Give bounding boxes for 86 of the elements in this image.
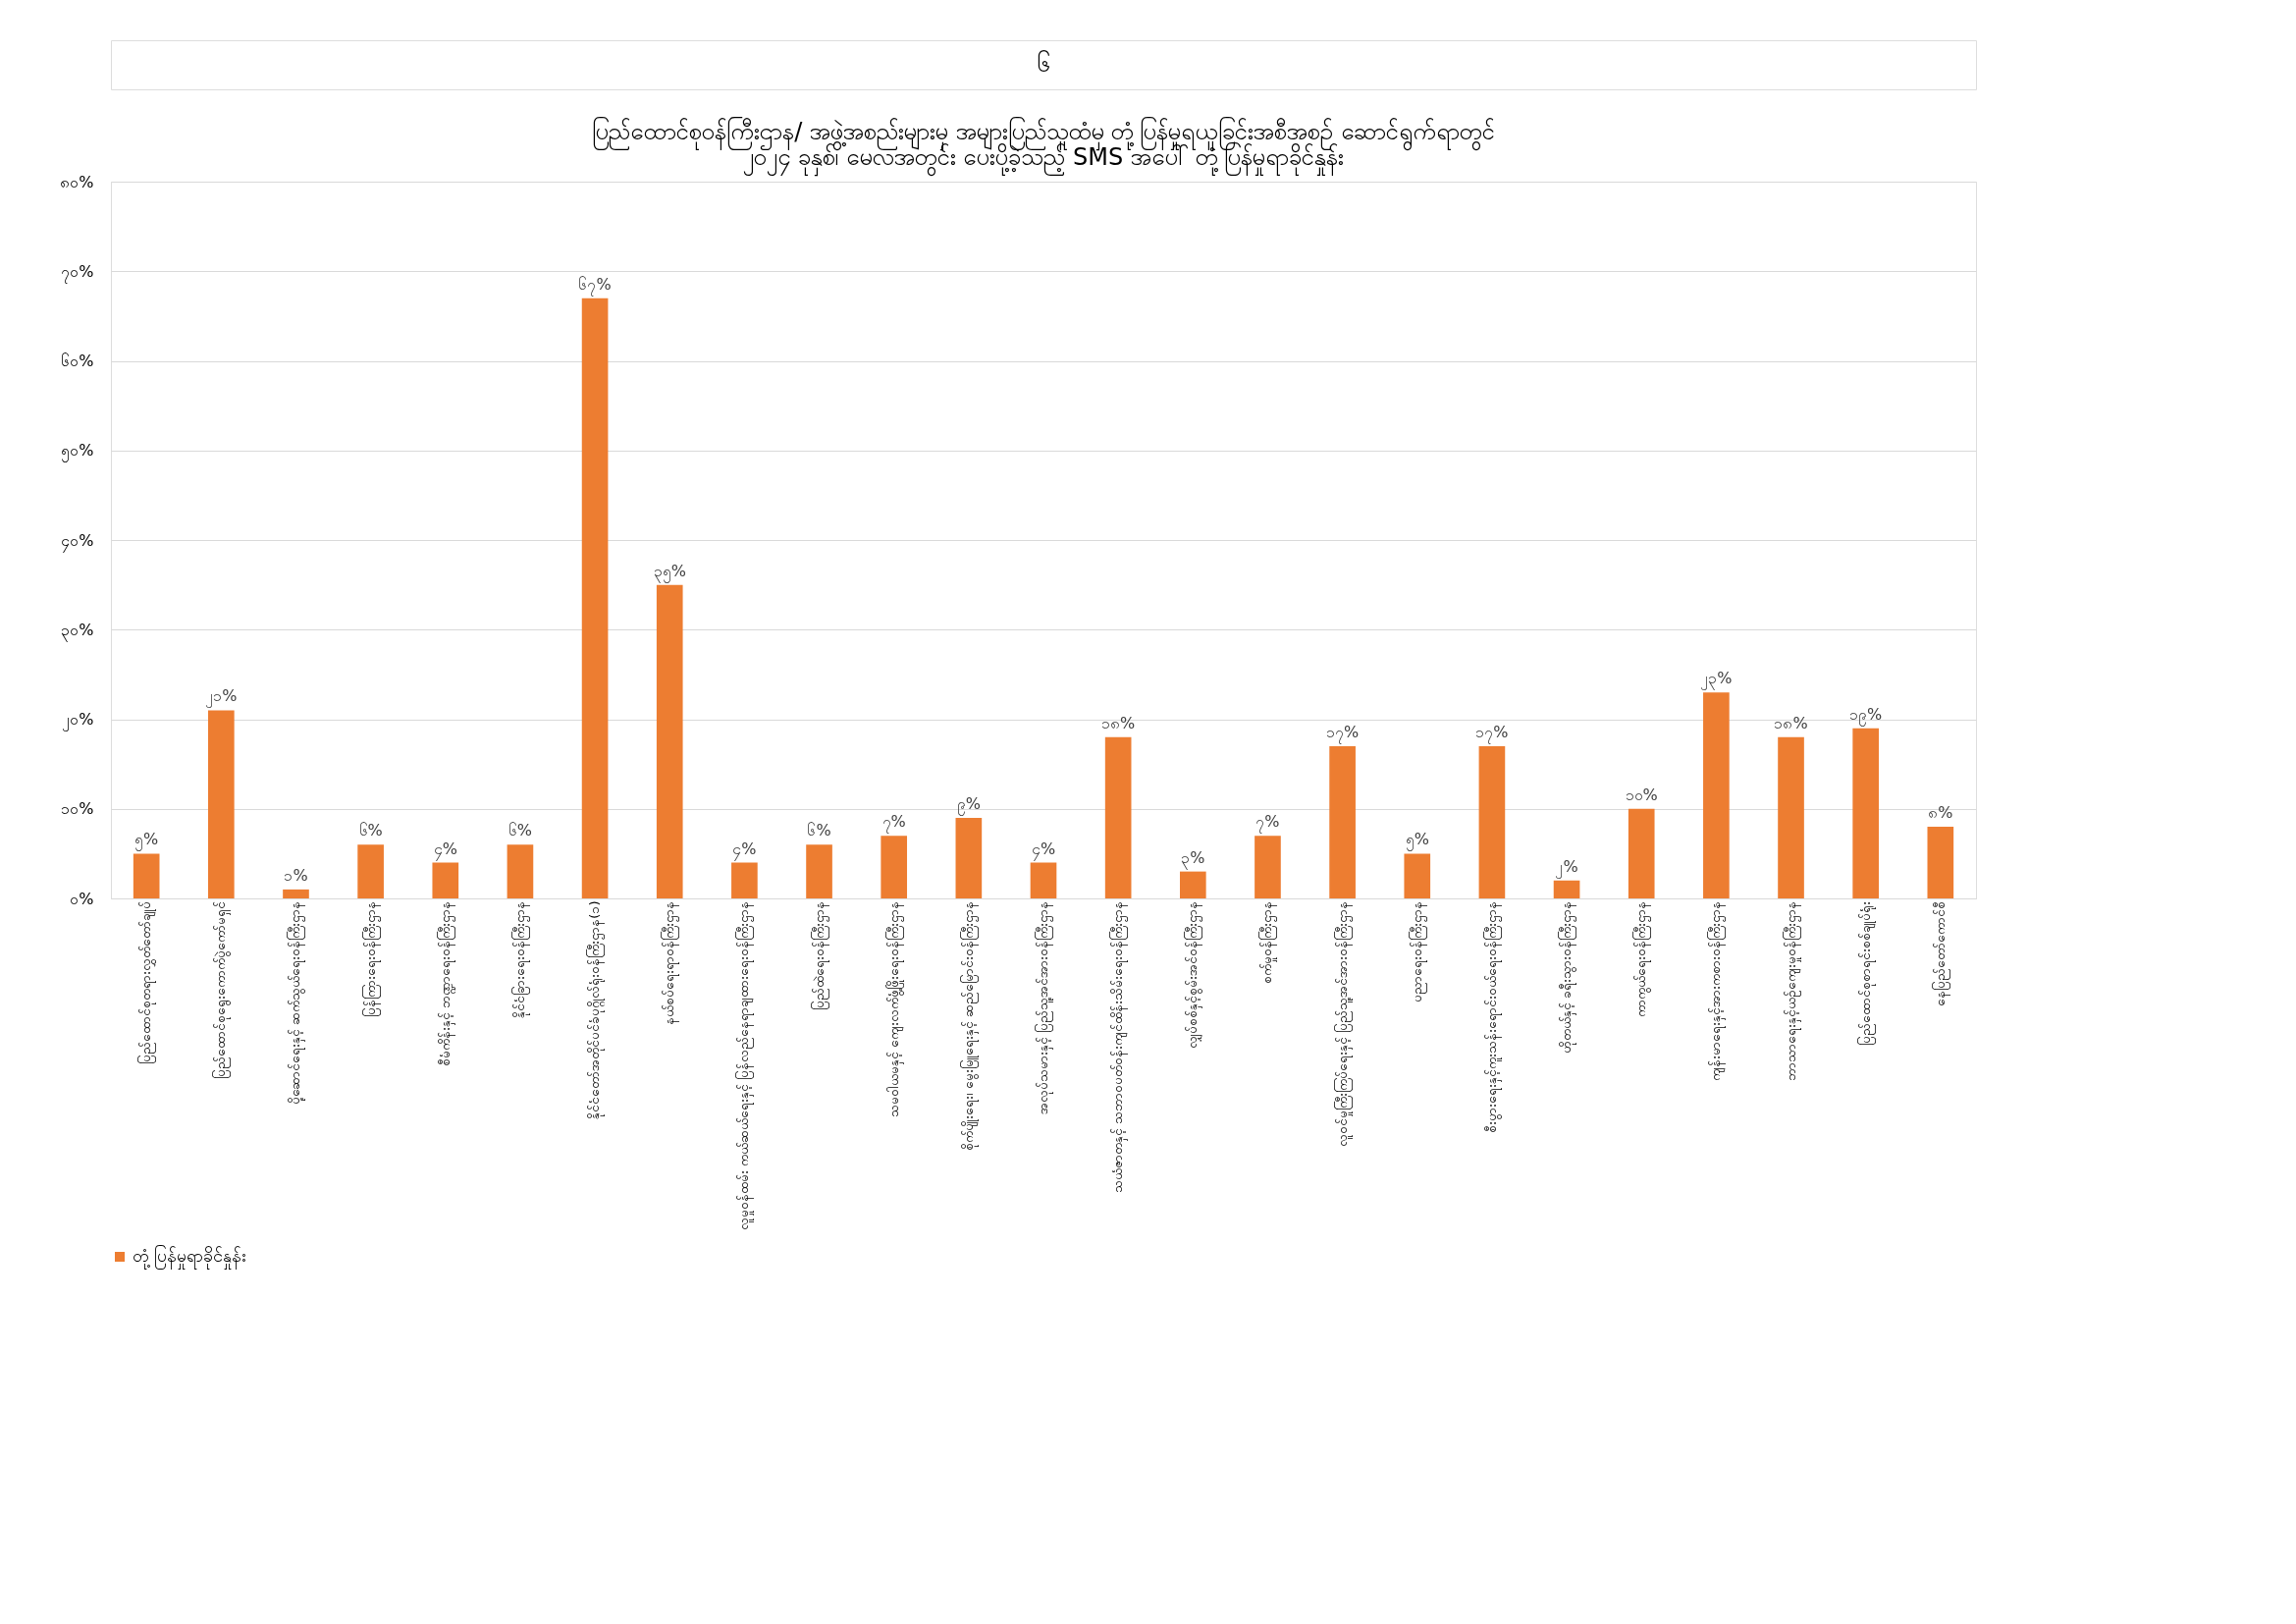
data-label: ၁% xyxy=(284,865,308,885)
data-label: ၂၁% xyxy=(205,686,238,709)
data-label: ၁၈% xyxy=(1774,713,1808,732)
data-label: ၅% xyxy=(1405,830,1429,852)
data-label: ၁၉% xyxy=(1849,704,1883,727)
y-tick-label: ၁၀% xyxy=(61,799,94,819)
y-tick-label: ၀% xyxy=(70,889,94,908)
text: ၆ xyxy=(1037,49,1050,78)
bar xyxy=(955,817,983,898)
x-tick-label: နယ်စပ်ရေးရာဝန်ကြီးဌာန xyxy=(661,900,680,1025)
bar xyxy=(1778,736,1804,898)
data-label: ၆% xyxy=(807,821,831,840)
x-tick-label: သယံဇာတနှင့် သဘာဝပတ်ဝန်းကျင်ထိန်းသိမ်းရေးဝန်ကြီးဌာန xyxy=(1109,900,1129,1193)
y-tick-label: ၄၀% xyxy=(61,530,94,553)
x-tick-label: အလုပ်သမားနှင့် ပြည်သူ့အင်အားဝန်ကြီးဌာန xyxy=(1035,900,1053,1114)
x-tick-label: ဟိုတယ်နှင့် ခရီးသွားဝန်ကြီးဌာန xyxy=(1558,900,1577,1054)
x-tick-label: ပြည်ထဲရေးဝန်ကြီးဌာန xyxy=(810,900,829,1010)
x-tick-label: ပညာရေးဝန်ကြီးဌာန xyxy=(1408,900,1427,1002)
x-tick-label: စိုက်ပျိုးရေး၊ မွေးမြူရေးနှင့် ဆည်မြောင်းဝန်ကြီးဌာန xyxy=(959,900,979,1151)
y-tick-label: ၆၀% xyxy=(61,352,94,370)
y-tick-label: ၃၀% xyxy=(61,620,94,642)
data-label: ၄% xyxy=(732,839,757,861)
data-label: ၅% xyxy=(134,830,159,852)
legend-label: တုံ့ပြန်မှုရာခိုင်နှုန်း xyxy=(133,1245,246,1270)
x-tick-label: နိုင်ငံခြားရေးဝန်ကြီးဌာန xyxy=(510,900,530,1018)
bar xyxy=(1329,745,1356,898)
bar xyxy=(1104,736,1132,898)
data-label: ၄% xyxy=(1031,839,1056,861)
data-label: ၆၇% xyxy=(578,274,612,297)
x-tick-label: စီးပွားရေးနှင့်ကူးသန်းရောင်းဝယ်ရေးဝန်ကြီးဌာန xyxy=(1482,900,1502,1133)
x-tick-label: ကျန်းမာရေးနှင့်အားကစားဝန်ကြီးဌာန xyxy=(1707,900,1727,1081)
x-tick-label: ပြန်ကြားရေးဝန်ကြီးဌာန xyxy=(361,900,381,1017)
x-tick-label: ကာကွယ်ရေးဝန်ကြီးဌာန xyxy=(1632,900,1652,1017)
x-tick-label: နေပြည်တော်ကောင်စီ xyxy=(1931,900,1950,1006)
x-tick-label: ပြည်ထောင်စုစာရင်းစစ်ချုပ်ရုံး xyxy=(1856,900,1876,1046)
bar xyxy=(1030,862,1057,898)
bar xyxy=(1553,880,1580,898)
x-tick-label: ပြည်ထောင်စုတရားလွှတ်တော်ချုပ် xyxy=(137,900,157,1064)
bar xyxy=(1404,853,1431,898)
bar xyxy=(1927,827,1954,898)
data-label: ၄% xyxy=(433,839,457,861)
x-tick-label: စီမံကိန်းနှင့် ဘဏ္ဍာရေးဝန်ကြီးဌာန xyxy=(436,900,455,1066)
x-tick-label: ပို့ဆောင်ရေးနှင့် ဆက်သွယ်ရေးဝန်ကြီးဌာန xyxy=(287,900,306,1105)
data-label: ၆% xyxy=(358,821,383,840)
y-tick-label: ၅၀% xyxy=(61,441,94,463)
data-label: ၁၇% xyxy=(1326,722,1360,744)
data-label: ၁၀% xyxy=(1625,785,1658,804)
x-tick-label: လျှပ်စစ်နှင့်စွမ်းအင်ဝန်ကြီးဌာန xyxy=(1184,900,1203,1049)
bar xyxy=(432,862,459,898)
bar xyxy=(881,836,908,898)
x-tick-label: သမဝါယမနှင့် ကျေးလက်ဖွံ့ဖြိုးရေးဝန်ကြီးဌာန xyxy=(884,900,904,1117)
x-tick-label: စက်မှုဝန်ကြီးဌာန xyxy=(1258,900,1278,984)
bar xyxy=(133,853,160,898)
bar xyxy=(283,889,309,898)
x-tick-label: နိုင်ငံတော်အတိုင်ပင်ခံပုဂ္ဂိုလ်ရုံးဝန်ကြီးဌာန(၁) xyxy=(586,900,606,1119)
bar xyxy=(806,844,832,898)
data-label: ၃% xyxy=(1181,847,1205,870)
y-tick-label: ၇၀% xyxy=(61,261,94,284)
data-label: ၈% xyxy=(1928,803,1953,822)
bar xyxy=(357,844,384,898)
bar xyxy=(1179,871,1206,898)
data-label: ၆% xyxy=(507,821,533,840)
data-label: ၉% xyxy=(956,793,981,816)
x-tick-label: လူမှုဝန်ထမ်း ကယ်ဆယ်ရေးနှင့် ပြန်လည်နေရာချထားရေးဝန်ကြီးဌာန xyxy=(735,900,755,1230)
bar xyxy=(1852,728,1879,898)
y-tick-label: ၈၀% xyxy=(60,172,94,191)
x-tick-label: လူဝင်မှုကြီးကြပ်ရေးနှင့် ပြည်သူ့အင်အားဝန်ကြီးဌာန xyxy=(1333,900,1353,1147)
x-tick-label: ဘာသာရေးနှင့်ယဉ်ကျေးမှုဝန်ကြီးဌာန xyxy=(1782,900,1801,1081)
bar xyxy=(1628,808,1655,898)
data-label: ၂% xyxy=(1555,856,1578,879)
bar xyxy=(581,298,609,898)
bar xyxy=(208,710,235,898)
bar xyxy=(1255,836,1281,898)
data-label: ၃၅% xyxy=(653,561,686,583)
bar xyxy=(1478,745,1506,898)
data-label: ၁၈% xyxy=(1101,713,1136,732)
data-label: ၇% xyxy=(1255,812,1280,835)
bar xyxy=(507,844,534,898)
data-label: ၁၇% xyxy=(1475,722,1509,744)
bar xyxy=(1703,692,1730,898)
y-tick-label: ၂၀% xyxy=(62,710,94,731)
data-label: ၇% xyxy=(881,812,906,835)
x-tick-label: ပြည်ထောင်စုရွေးကောက်ပွဲကော်မရှင် xyxy=(212,900,232,1079)
data-label: ၂၃% xyxy=(1700,669,1733,691)
bar xyxy=(731,862,758,898)
bar xyxy=(656,584,683,898)
